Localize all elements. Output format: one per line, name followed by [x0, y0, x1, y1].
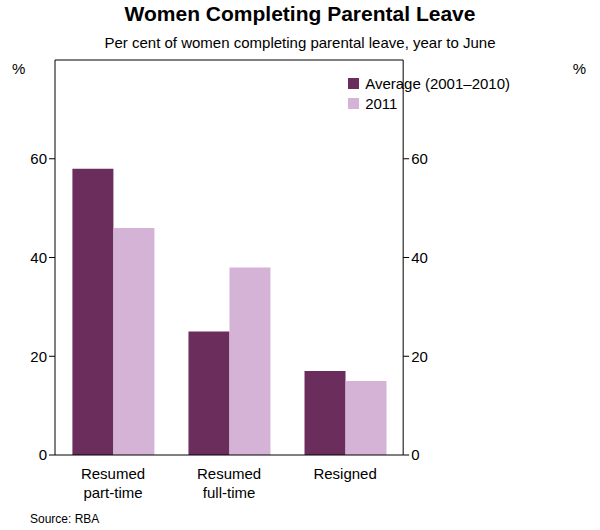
svg-text:40: 40 [30, 249, 47, 266]
svg-text:Resumedpart-time: Resumedpart-time [81, 465, 145, 501]
svg-text:60: 60 [411, 150, 428, 167]
svg-text:20: 20 [411, 348, 428, 365]
html-text:Source: RBA: Source: RBA [30, 512, 100, 526]
svg-text:Resigned: Resigned [313, 465, 376, 482]
html-text:Average (2001–2010): Average (2001–2010) [365, 75, 510, 92]
html-text:2011: 2011 [365, 95, 398, 112]
svg-text:40: 40 [411, 249, 428, 266]
svg-text:0: 0 [39, 446, 47, 463]
html-text:Women Completing Parental Leav: Women Completing Parental Leave [124, 2, 476, 25]
svg-text:Resumedfull-time: Resumedfull-time [197, 465, 261, 501]
html-text:Per cent of women completing p: Per cent of women completing parental le… [104, 34, 496, 51]
svg-text:0: 0 [411, 446, 419, 463]
svg-text:20: 20 [30, 348, 47, 365]
svg-text:60: 60 [30, 150, 47, 167]
